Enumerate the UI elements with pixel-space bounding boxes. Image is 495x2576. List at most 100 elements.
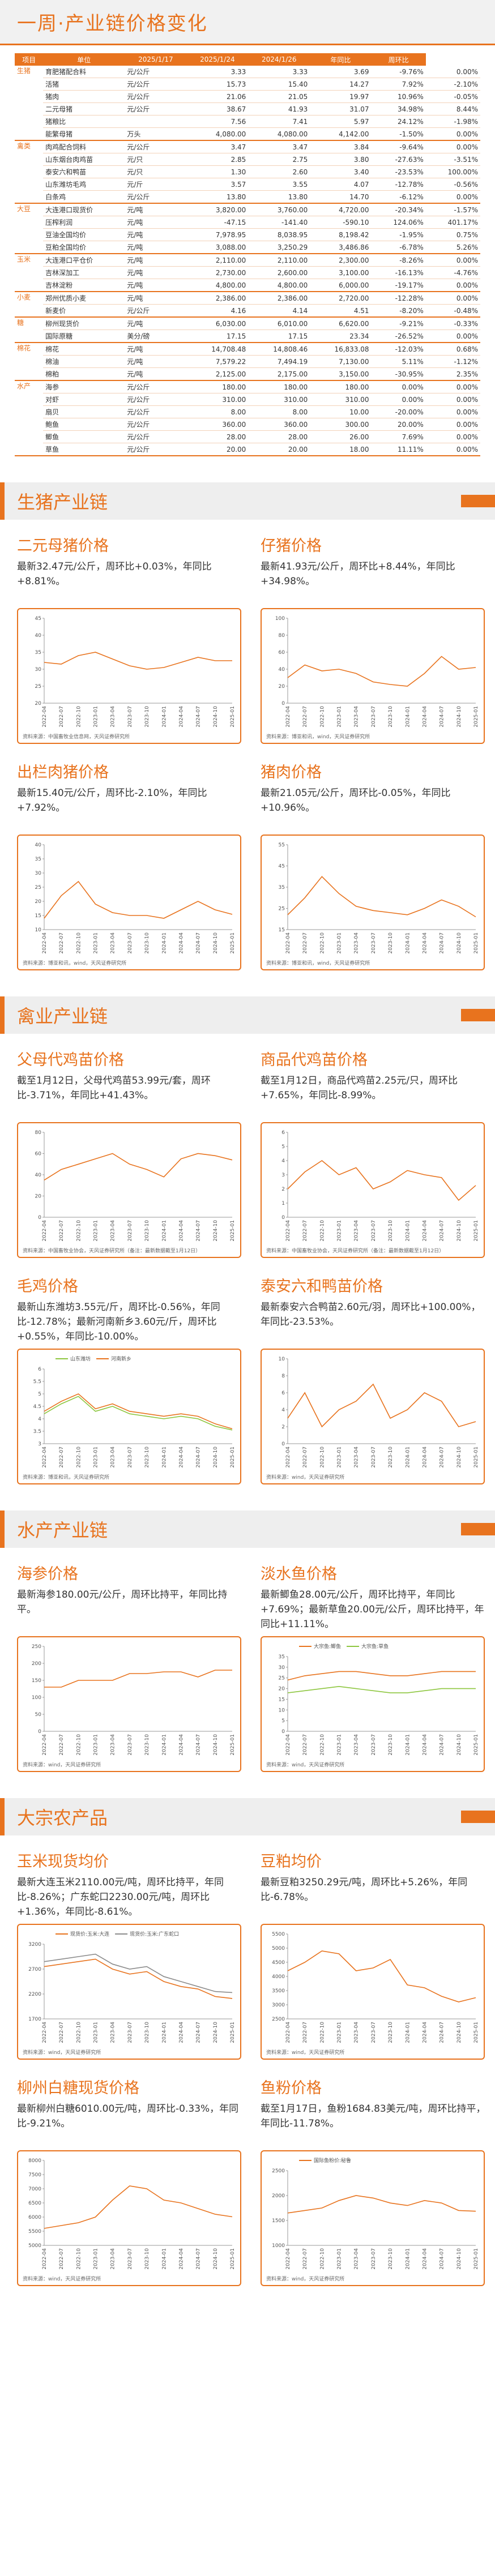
x-tick-label: 2023-10 [388, 2022, 394, 2043]
table-cell: 5.11% [371, 355, 426, 368]
table-cell: 0.00% [425, 418, 480, 431]
table-cell: 10.96% [371, 90, 426, 103]
x-tick-label: 2025-01 [473, 2022, 479, 2043]
series-line [287, 1671, 476, 1681]
table-cell: 山东烟台肉鸡苗 [43, 153, 125, 166]
table-cell: 3.47 [186, 140, 249, 153]
x-tick-label: 2022-04 [42, 2022, 48, 2043]
table-cell: 28.00 [186, 430, 249, 443]
x-tick-label: 2024-07 [439, 2022, 445, 2043]
y-tick-label: 0 [281, 1729, 285, 1735]
table-cell: 2.85 [186, 153, 249, 166]
table-cell: 棉粕 [43, 367, 125, 381]
table-cell: 34.98% [371, 102, 426, 115]
table-cell: 3,760.00 [248, 203, 310, 216]
x-tick-label: 2022-04 [285, 1734, 291, 1756]
source-note: 资料来源：中国畜牧业协会，天风证券研究所（备注：最新数据截至1月12日） [266, 1247, 444, 1254]
chart: 0 2 4 6 8 10 2022-04 2022-07 2022-10 2023-01 2023-… [266, 1357, 479, 1480]
group-name: 玉米 [15, 254, 44, 292]
x-tick-label: 2024-10 [213, 706, 219, 728]
table-cell: 元/公斤 [125, 190, 187, 204]
y-tick-label: 45 [279, 864, 285, 870]
table-cell: 13.80 [186, 190, 249, 204]
x-tick-label: 2023-07 [371, 1220, 377, 1242]
x-tick-label: 2024-10 [213, 2248, 219, 2270]
x-tick-label: 2022-04 [42, 1734, 48, 1756]
table-cell: 2,730.00 [186, 266, 249, 279]
chart-title: 二元母猪价格 [17, 537, 109, 555]
table-cell: 2,175.00 [248, 367, 310, 381]
table-cell: 41.93 [248, 102, 310, 115]
y-tick-label: 40 [35, 633, 42, 639]
table-cell: 20.00 [186, 443, 249, 456]
table-cell: 0.00% [371, 393, 426, 406]
chart-description: 最新41.93元/公斤，周环比+8.44%，年同比+34.98%。 [261, 561, 455, 587]
chart-card: 玉米现货均价 最新大连玉米2110.00元/吨，周环比持平，年同比-8.26%；广… [17, 1852, 244, 2060]
y-tick-label: 55 [279, 842, 285, 848]
x-tick-label: 2024-10 [213, 1734, 219, 1756]
legend-label: 现货价:玉米:广东蛇口 [130, 1931, 179, 1937]
x-tick-label: 2022-07 [59, 932, 65, 954]
table-cell: 8,038.95 [248, 228, 310, 241]
table-cell: 3.84 [310, 140, 372, 153]
table-cell: 元/公斤 [125, 66, 187, 78]
table-row: 糖柳州现货价 元/吨 6,030.00 6,010.00 6,620.00 -9.21% -… [15, 317, 480, 343]
legend-label: 大宗鱼:鲫鱼 [314, 1643, 341, 1650]
chart: 0 20 40 60 80 100 2022-04 2022-07 2022-10 2023-01… [266, 616, 479, 740]
x-tick-label: 2024-04 [178, 932, 184, 954]
table-cell: 7.92% [371, 78, 426, 91]
x-tick-label: 2024-01 [161, 1447, 167, 1468]
table-cell: 31.07 [310, 102, 372, 115]
x-tick-label: 2024-01 [161, 706, 167, 728]
table-cell: 7,130.00 [310, 355, 372, 368]
table-row: 国际原糖 美分/磅 17.15 17.15 23.34 -26.52% 0.00% [15, 330, 480, 343]
chart-box: 0 2 4 6 8 10 2022-04 2022-07 2022-10 2023-01 2023-… [261, 1349, 485, 1484]
x-tick-label: 2023-01 [93, 1734, 99, 1756]
table-cell: 7,978.95 [186, 228, 249, 241]
section-header: 生猪产业链 [0, 482, 495, 520]
table-cell: -20.00% [371, 405, 426, 418]
table-row: 棉粕 元/吨 2,125.00 2,175.00 3,150.00 -30.95% 2.35… [15, 367, 480, 381]
table-cell: 3.33 [248, 66, 310, 78]
x-tick-label: 2024-01 [405, 1447, 411, 1468]
column-header: 年同比 [310, 53, 372, 66]
x-tick-label: 2023-04 [354, 1734, 360, 1756]
chart-description: 截至1月17日，鱼粉1684.83美元/吨，周环比持平，年同比-11.78%。 [261, 2103, 486, 2129]
y-tick-label: 5.5 [33, 1379, 41, 1385]
table-row: 棉花 棉花 元/吨 14,708.48 14,808.46 16,833.08 -12.03… [15, 343, 480, 381]
x-tick-label: 2024-01 [161, 1734, 167, 1756]
y-tick-label: 20 [279, 1687, 285, 1692]
x-tick-label: 2025-01 [473, 706, 479, 728]
x-tick-label: 2023-07 [371, 706, 377, 728]
table-cell: -12.03% [371, 343, 426, 356]
table-cell: 14.70 [310, 190, 372, 204]
x-tick-label: 2023-10 [388, 706, 394, 728]
table-cell: 3.69 [310, 66, 372, 78]
x-tick-label: 2024-04 [422, 1734, 428, 1756]
table-cell: 2,110.00 [248, 254, 310, 267]
table-row: 棉油 元/吨 7,579.22 7,494.19 7,130.00 5.11% -1.12% [15, 355, 480, 368]
y-tick-label: 0 [281, 1441, 285, 1447]
table-cell: 鲫鱼 [43, 430, 125, 443]
table-cell: 元/只 [125, 165, 187, 178]
x-tick-label: 2022-10 [76, 1220, 82, 1242]
x-tick-label: 2024-10 [456, 1220, 462, 1242]
x-tick-label: 2022-10 [76, 706, 82, 728]
chart-card: 商品代鸡苗价格 截至1月12日，商品代鸡苗2.25元/只，周环比+7.65%，年同… [261, 1051, 487, 1258]
legend-label: 现货价:玉米:大连 [70, 1931, 109, 1937]
table-cell: 元/公斤 [125, 405, 187, 418]
table-cell: 310.00 [186, 393, 249, 406]
table-row: 水产 海参 元/公斤 180.00 180.00 180.00 0.00% 0.00% [15, 380, 480, 456]
section: 水产产业链 海参价格 最新海参180.00元/公斤，周环比持平，年同比持平。 0 50 1… [0, 1510, 495, 1772]
x-tick-label: 2025-01 [473, 1220, 479, 1242]
x-tick-label: 2023-04 [354, 1447, 360, 1468]
y-tick-label: 1000 [272, 2243, 285, 2249]
chart: 1000 1500 2000 2500 2022-04 2022-07 2022-10 202… [266, 2157, 479, 2282]
table-cell: 14,708.48 [186, 343, 249, 356]
x-tick-label: 2024-04 [422, 932, 428, 954]
x-tick-label: 2024-04 [422, 2248, 428, 2270]
chart-title: 柳州白糖现货价格 [17, 2079, 139, 2097]
y-tick-label: 3500 [272, 1988, 285, 1994]
chart-box: 0 1 2 3 4 5 6 2022-04 2022-07 2022-10 2023-01 2023-… [261, 1122, 485, 1258]
x-tick-label: 2025-01 [473, 2248, 479, 2270]
